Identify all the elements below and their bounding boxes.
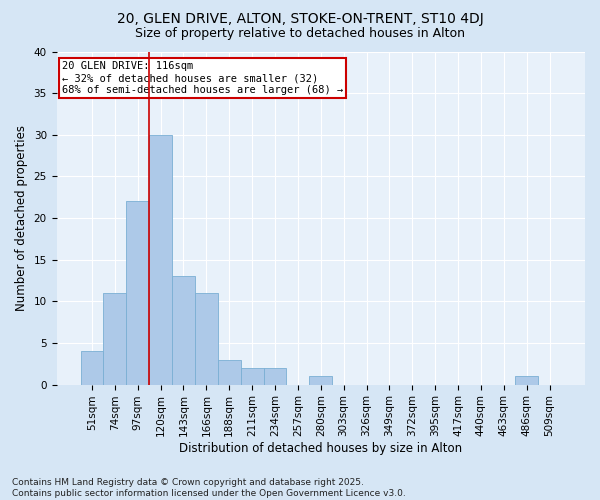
Y-axis label: Number of detached properties: Number of detached properties — [15, 125, 28, 311]
Text: 20 GLEN DRIVE: 116sqm
← 32% of detached houses are smaller (32)
68% of semi-deta: 20 GLEN DRIVE: 116sqm ← 32% of detached … — [62, 62, 343, 94]
X-axis label: Distribution of detached houses by size in Alton: Distribution of detached houses by size … — [179, 442, 463, 455]
Bar — [127, 202, 149, 384]
Text: Size of property relative to detached houses in Alton: Size of property relative to detached ho… — [135, 28, 465, 40]
Bar — [103, 293, 127, 384]
Bar — [310, 376, 332, 384]
Bar — [172, 276, 195, 384]
Text: Contains HM Land Registry data © Crown copyright and database right 2025.
Contai: Contains HM Land Registry data © Crown c… — [12, 478, 406, 498]
Text: 20, GLEN DRIVE, ALTON, STOKE-ON-TRENT, ST10 4DJ: 20, GLEN DRIVE, ALTON, STOKE-ON-TRENT, S… — [116, 12, 484, 26]
Bar — [241, 368, 263, 384]
Bar — [80, 352, 103, 384]
Bar — [218, 360, 241, 384]
Bar — [515, 376, 538, 384]
Bar — [195, 293, 218, 384]
Bar — [263, 368, 286, 384]
Bar — [149, 135, 172, 384]
